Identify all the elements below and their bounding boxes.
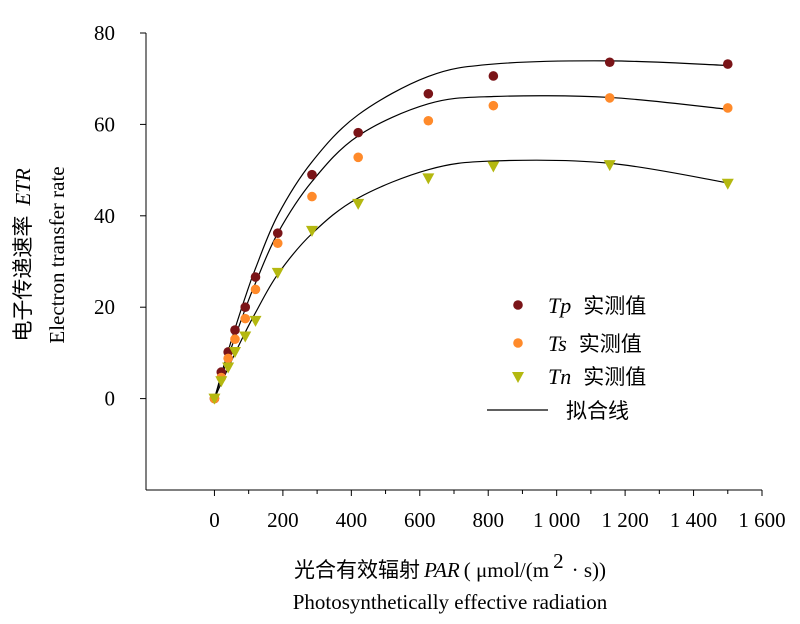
point-ts bbox=[423, 115, 434, 126]
x-axis-title-sup: 2 bbox=[553, 549, 564, 573]
x-tick-label: 1 600 bbox=[738, 508, 785, 532]
point-ts bbox=[488, 100, 499, 111]
legend-item-tp: Tp 实测值 bbox=[548, 293, 646, 318]
point-ts bbox=[223, 353, 233, 364]
x-axis-title-unit-tail: · s)) bbox=[572, 558, 606, 582]
point-tn bbox=[228, 346, 241, 358]
point-tp bbox=[722, 59, 733, 69]
point-tp bbox=[488, 71, 499, 81]
legend-label-fit: 拟合线 bbox=[566, 399, 629, 423]
x-tick-label: 1 200 bbox=[601, 508, 648, 532]
point-tp bbox=[272, 228, 283, 238]
data-points bbox=[208, 57, 734, 405]
fit-line-tp bbox=[213, 60, 728, 399]
point-tp bbox=[230, 325, 240, 335]
point-ts bbox=[353, 152, 363, 163]
legend-label-tn-cn: 实测值 bbox=[583, 365, 646, 389]
point-ts bbox=[250, 284, 261, 295]
x-axis-title-cn: 光合有效辐射 bbox=[294, 558, 420, 582]
x-tick-label: 200 bbox=[267, 508, 299, 532]
y-tick-label: 20 bbox=[94, 295, 115, 319]
point-tp bbox=[353, 127, 363, 138]
point-tn bbox=[305, 225, 318, 237]
point-tp bbox=[250, 272, 261, 282]
point-ts bbox=[272, 238, 283, 249]
point-tn bbox=[249, 315, 262, 327]
point-ts bbox=[307, 191, 317, 202]
y-axis-title-en: Electron transfer rate bbox=[45, 166, 69, 343]
point-tn bbox=[271, 267, 284, 279]
legend-item-ts: Ts 实测值 bbox=[548, 331, 642, 356]
legend-marker-tp bbox=[513, 300, 523, 310]
x-tick-label: 400 bbox=[336, 508, 368, 532]
legend-label-ts-cn: 实测值 bbox=[579, 332, 642, 356]
x-axis-title-unit: ( μmol/(m bbox=[464, 558, 549, 582]
y-tick-label: 80 bbox=[94, 21, 115, 45]
legend-marker-ts bbox=[513, 338, 523, 348]
y-axis-title-var: ETR bbox=[11, 168, 35, 207]
point-tp bbox=[240, 302, 251, 313]
point-ts bbox=[230, 334, 240, 344]
x-tick-label: 600 bbox=[404, 508, 436, 532]
y-axis-title-cn: 电子传递速率 bbox=[11, 216, 35, 342]
point-tn bbox=[603, 160, 616, 172]
point-tn bbox=[215, 376, 228, 388]
point-ts bbox=[240, 313, 251, 324]
point-tn bbox=[422, 173, 435, 185]
fit-line-tn bbox=[213, 159, 728, 399]
point-tn bbox=[239, 331, 252, 343]
legend-marker-tn bbox=[512, 372, 524, 383]
point-tn bbox=[487, 161, 500, 173]
y-tick-label: 60 bbox=[94, 112, 115, 136]
x-axis-title-var: PAR bbox=[423, 558, 460, 582]
svg-text:电子传递速率 ETR: 电子传递速率 ETR bbox=[11, 168, 35, 342]
y-tick-label: 40 bbox=[94, 204, 115, 228]
x-tick-label: 1 000 bbox=[533, 508, 580, 532]
point-ts bbox=[722, 103, 733, 113]
x-tick-label: 0 bbox=[209, 508, 220, 532]
y-axis-title: 电子传递速率 ETR Electron transfer rate bbox=[11, 166, 69, 343]
legend-item-tn: Tn 实测值 bbox=[548, 364, 646, 389]
fit-curves bbox=[213, 60, 728, 399]
legend-label-tn: Tn bbox=[548, 364, 571, 389]
y-ticks: 0 20 40 60 80 bbox=[94, 21, 146, 411]
x-tick-label: 1 400 bbox=[670, 508, 717, 532]
x-axis-title: 光合有效辐射 PAR ( μmol/(m 2 · s)) bbox=[294, 549, 606, 582]
point-tn bbox=[208, 393, 221, 405]
point-tp bbox=[604, 57, 615, 68]
y-tick-label: 0 bbox=[105, 387, 116, 411]
point-tp bbox=[423, 88, 434, 99]
point-ts bbox=[604, 93, 615, 103]
x-tick-label: 800 bbox=[472, 508, 504, 532]
x-ticks: 0 200 400 600 800 1 000 1 200 1 400 1 600 bbox=[209, 490, 786, 532]
x-axis-title-en: Photosynthetically effective radiation bbox=[293, 590, 608, 614]
point-tn bbox=[222, 362, 235, 374]
legend-label-tp-cn: 实测值 bbox=[583, 294, 646, 318]
legend-label-tp: Tp bbox=[548, 293, 571, 318]
point-tp bbox=[307, 169, 317, 180]
legend-label-ts: Ts bbox=[548, 331, 567, 356]
fit-line-ts bbox=[213, 95, 728, 399]
point-tn bbox=[352, 198, 365, 210]
legend: Tp 实测值 Ts 实测值 Tn 实测值 拟合线 bbox=[487, 293, 646, 423]
point-tn bbox=[721, 178, 734, 190]
